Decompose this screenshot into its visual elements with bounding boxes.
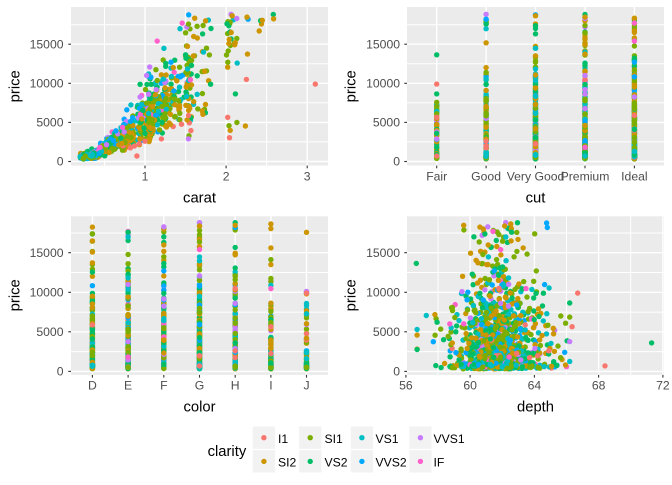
svg-text:G: G <box>195 379 204 393</box>
svg-text:Very Good: Very Good <box>507 170 565 184</box>
svg-text:0: 0 <box>57 365 64 379</box>
svg-text:5000: 5000 <box>36 116 63 130</box>
svg-text:10000: 10000 <box>366 285 400 299</box>
svg-text:carat: carat <box>183 190 216 206</box>
svg-text:10000: 10000 <box>366 76 400 90</box>
svg-text:72: 72 <box>656 379 670 393</box>
svg-text:15000: 15000 <box>366 37 400 51</box>
svg-text:56: 56 <box>399 379 413 393</box>
svg-text:0: 0 <box>57 155 64 169</box>
svg-text:68: 68 <box>592 379 606 393</box>
svg-text:10000: 10000 <box>30 285 64 299</box>
svg-text:0: 0 <box>393 155 400 169</box>
svg-text:64: 64 <box>528 379 542 393</box>
svg-text:I: I <box>269 379 272 393</box>
svg-text:E: E <box>124 379 132 393</box>
svg-text:price: price <box>343 70 359 102</box>
svg-text:10000: 10000 <box>30 76 64 90</box>
svg-text:5000: 5000 <box>373 325 400 339</box>
svg-text:F: F <box>160 379 167 393</box>
svg-text:15000: 15000 <box>366 246 400 260</box>
svg-text:5000: 5000 <box>36 325 63 339</box>
svg-text:0: 0 <box>393 365 400 379</box>
svg-text:2: 2 <box>223 170 230 184</box>
svg-text:Good: Good <box>471 170 501 184</box>
svg-text:1: 1 <box>142 170 149 184</box>
svg-text:Ideal: Ideal <box>621 170 647 184</box>
svg-text:5000: 5000 <box>373 116 400 130</box>
svg-text:Premium: Premium <box>561 170 610 184</box>
svg-text:15000: 15000 <box>30 37 64 51</box>
svg-text:15000: 15000 <box>30 246 64 260</box>
svg-text:60: 60 <box>463 379 477 393</box>
svg-text:D: D <box>88 379 97 393</box>
svg-text:cut: cut <box>526 190 546 206</box>
svg-text:3: 3 <box>304 170 311 184</box>
svg-text:color: color <box>183 399 215 415</box>
svg-text:price: price <box>343 279 359 311</box>
svg-text:depth: depth <box>517 399 554 415</box>
svg-text:Fair: Fair <box>426 170 447 184</box>
svg-text:price: price <box>7 279 23 311</box>
svg-text:H: H <box>231 379 240 393</box>
svg-text:price: price <box>7 70 23 102</box>
svg-text:J: J <box>303 379 309 393</box>
